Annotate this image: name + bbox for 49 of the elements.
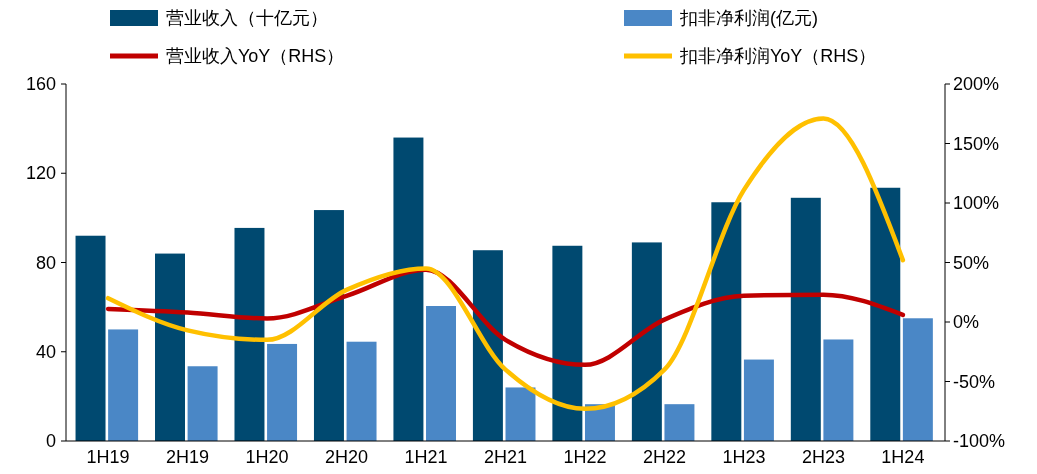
bar xyxy=(552,245,583,441)
bar xyxy=(823,339,854,441)
x-tick-label: 1H23 xyxy=(722,447,766,467)
y2-tick-label: 100% xyxy=(953,193,1000,213)
x-tick-label: 2H22 xyxy=(642,447,686,467)
y-tick-label: 160 xyxy=(25,74,56,94)
bar xyxy=(267,343,298,441)
y-tick-label: 80 xyxy=(35,252,56,273)
bar xyxy=(631,242,662,441)
bar xyxy=(155,253,185,441)
y2-tick-label: 0% xyxy=(953,312,980,332)
bar xyxy=(664,404,695,441)
x-tick-label: 1H19 xyxy=(86,447,130,467)
y2-tick-label: 50% xyxy=(953,252,990,273)
y2-tick-label: 200% xyxy=(953,74,1000,94)
bar xyxy=(790,197,821,441)
x-tick-label: 2H23 xyxy=(801,447,845,467)
x-tick-label: 2H20 xyxy=(325,447,369,467)
legend-label: 营业收入（十亿元） xyxy=(166,8,328,28)
bar xyxy=(313,210,344,441)
bar xyxy=(743,359,774,441)
y-tick-label: 0 xyxy=(45,431,56,451)
bar xyxy=(393,137,424,441)
y2-tick-label: -100% xyxy=(953,431,1006,451)
y-tick-label: 120 xyxy=(25,163,56,184)
legend-label: 营业收入YoY（RHS） xyxy=(166,46,345,66)
bar xyxy=(187,366,218,441)
x-tick-label: 1H21 xyxy=(404,447,448,467)
legend-label: 扣非净利润(亿元) xyxy=(679,8,818,28)
y-tick-label: 40 xyxy=(35,341,56,362)
bar xyxy=(346,341,377,441)
bar xyxy=(75,235,106,441)
bar xyxy=(426,306,456,441)
x-tick-label: 1H20 xyxy=(245,447,289,467)
x-tick-label: 1H24 xyxy=(881,447,925,467)
y2-tick-label: 150% xyxy=(953,133,1000,154)
x-tick-label: 1H22 xyxy=(563,447,607,467)
y2-tick-label: -50% xyxy=(953,371,996,392)
legend-label: 扣非净利润YoY（RHS） xyxy=(679,46,877,66)
bar xyxy=(870,187,901,441)
bar xyxy=(108,329,139,441)
bar xyxy=(902,318,933,441)
x-tick-label: 2H19 xyxy=(166,447,210,467)
bar xyxy=(505,387,536,441)
bar xyxy=(234,227,265,441)
bar xyxy=(711,202,742,441)
line-series xyxy=(105,116,906,412)
bar xyxy=(472,250,503,441)
x-tick-label: 2H21 xyxy=(483,447,528,467)
